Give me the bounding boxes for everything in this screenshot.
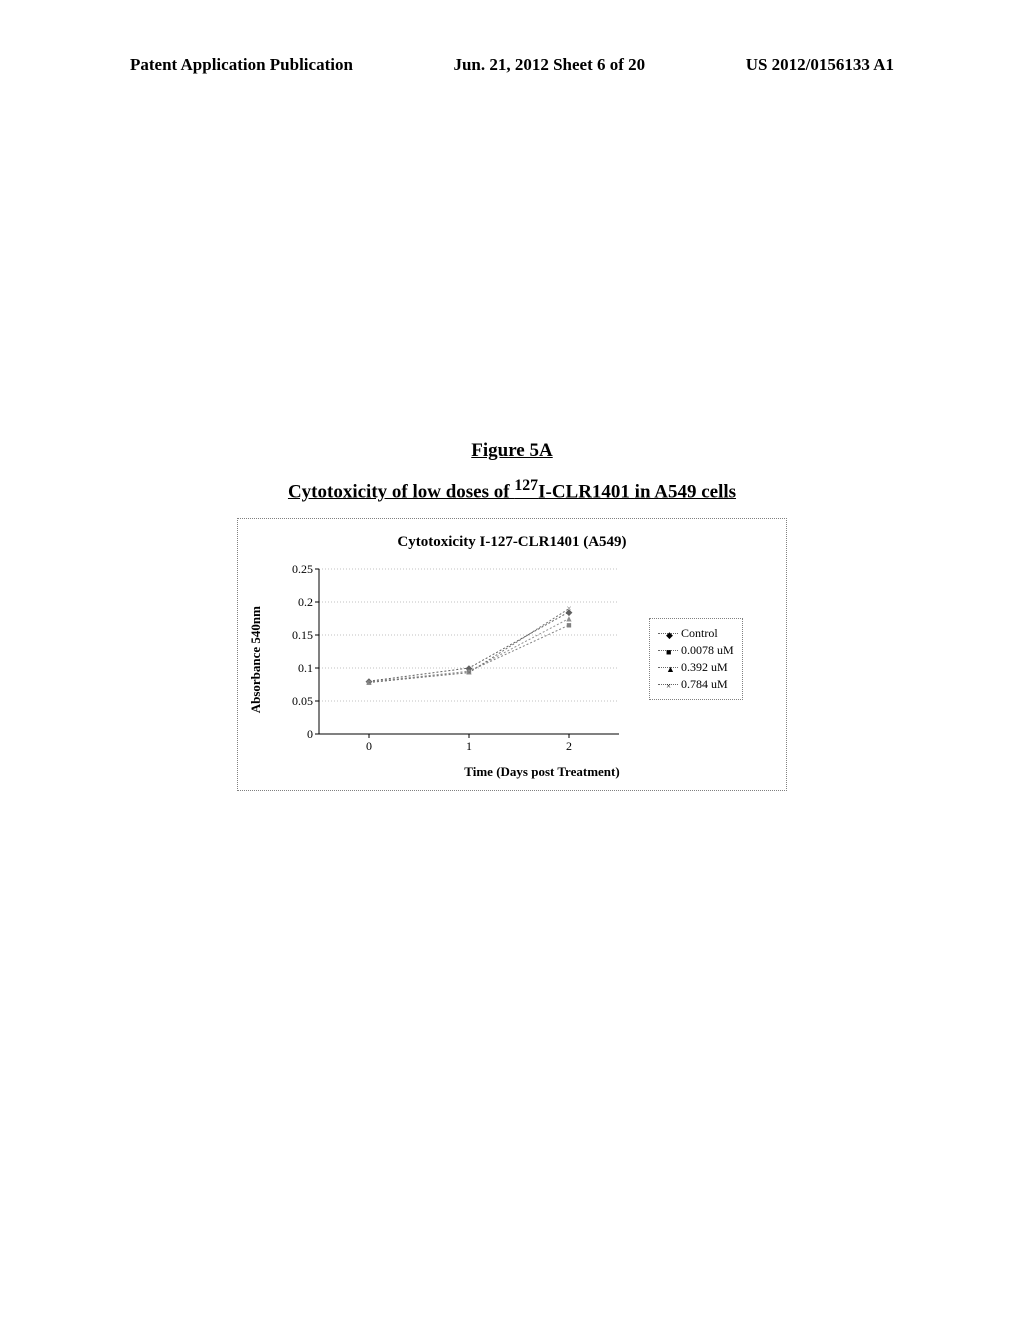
svg-text:1: 1 (466, 739, 472, 753)
svg-text:0.2: 0.2 (298, 595, 313, 609)
chart-legend: ◆ Control ■ 0.0078 uM ▲ 0.392 uM × 0.784… (649, 618, 743, 700)
chart-svg-container: 00.050.10.150.20.25012◆◆◆■■■▲▲▲××× (269, 559, 639, 759)
legend-label: 0.392 uM (681, 660, 728, 675)
legend-label: Control (681, 626, 718, 641)
svg-text:▲: ▲ (565, 614, 574, 624)
legend-label: 0.784 uM (681, 677, 728, 692)
chart-inner: Absorbance 540nm 0 0.05 0.1 0.15 0.2 0.25 0 1 2 ◆… (248, 559, 776, 759)
chart-ylabel: Absorbance 540nm (248, 606, 264, 713)
svg-text:×: × (466, 668, 471, 678)
chart-xlabel: Time (Days post Treatment) (308, 764, 776, 780)
header-right-text: US 2012/0156133 A1 (746, 55, 894, 75)
svg-text:0.1: 0.1 (298, 661, 313, 675)
legend-label: 0.0078 uM (681, 643, 734, 658)
svg-text:0.05: 0.05 (292, 694, 313, 708)
chart-wrapper: Cytotoxicity I-127-CLR1401 (A549) Absorb… (237, 518, 787, 791)
page-header: Patent Application Publication Jun. 21, … (0, 55, 1024, 75)
header-left-text: Patent Application Publication (130, 55, 353, 75)
svg-text:0.15: 0.15 (292, 628, 313, 642)
legend-item: ◆ Control (658, 626, 734, 641)
chart-title: Cytotoxicity I-127-CLR1401 (A549) (248, 534, 776, 551)
title-prefix: Cytotoxicity of low doses of (288, 481, 514, 502)
svg-text:×: × (366, 678, 371, 688)
svg-text:0.25: 0.25 (292, 562, 313, 576)
svg-text:0: 0 (366, 739, 372, 753)
legend-item: ■ 0.0078 uM (658, 643, 734, 658)
title-superscript: 127 (514, 477, 538, 494)
svg-text:0: 0 (307, 727, 313, 741)
svg-text:2: 2 (566, 739, 572, 753)
chart-svg: 00.050.10.150.20.25012◆◆◆■■■▲▲▲××× (269, 559, 639, 754)
legend-item: ▲ 0.392 uM (658, 660, 734, 675)
figure-title: Cytotoxicity of low doses of 127I-CLR140… (0, 477, 1024, 503)
header-center-text: Jun. 21, 2012 Sheet 6 of 20 (453, 55, 645, 75)
legend-item: × 0.784 uM (658, 677, 734, 692)
title-suffix: I-CLR1401 in A549 cells (538, 481, 736, 502)
figure-container: Figure 5A Cytotoxicity of low doses of 1… (0, 440, 1024, 791)
svg-text:×: × (566, 604, 571, 614)
figure-label: Figure 5A (0, 440, 1024, 462)
